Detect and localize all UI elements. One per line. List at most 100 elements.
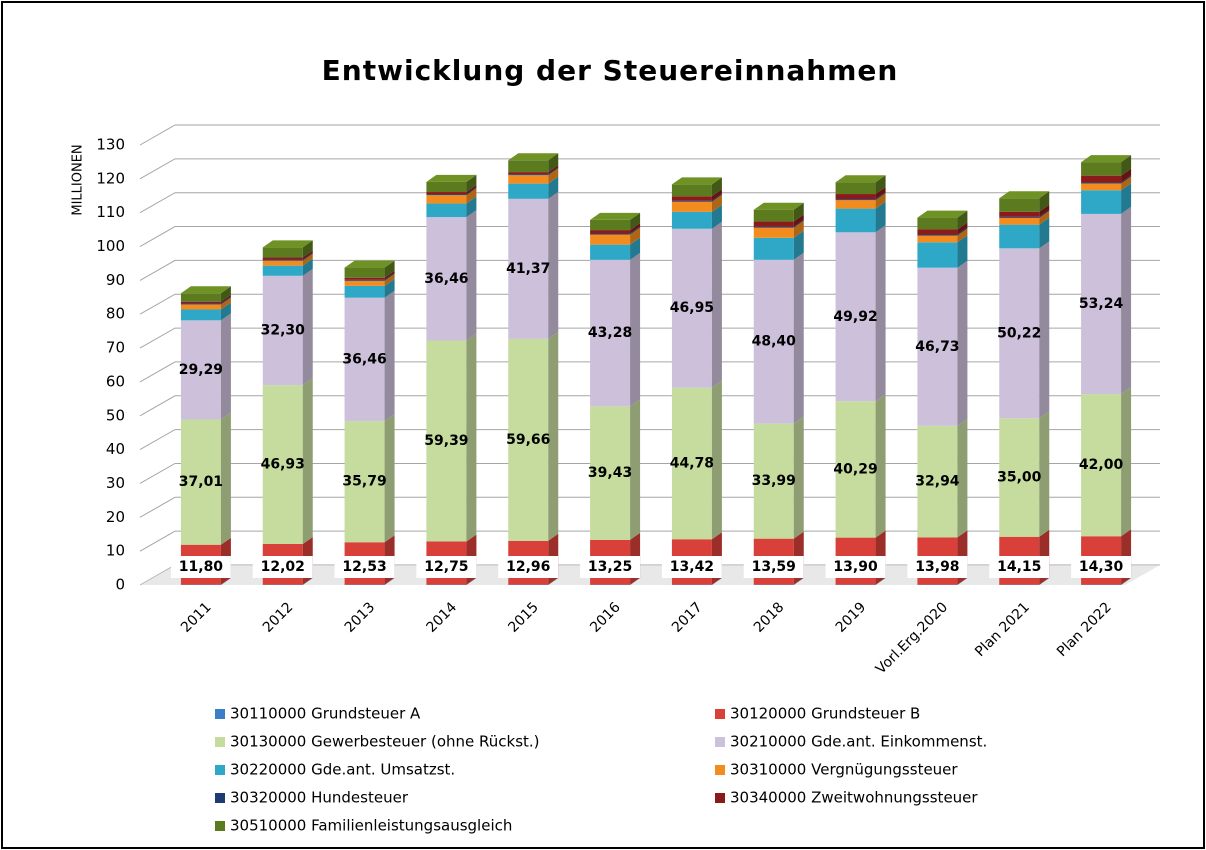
bar-front bbox=[999, 224, 1040, 249]
bar-front bbox=[917, 217, 958, 230]
bar-segment bbox=[671, 177, 722, 197]
bar-side bbox=[1039, 191, 1050, 212]
data-label: 59,39 bbox=[424, 433, 468, 449]
bar-segment bbox=[262, 240, 313, 258]
bar-front bbox=[426, 194, 467, 196]
bar-segment bbox=[753, 230, 804, 260]
label-box bbox=[825, 556, 886, 578]
data-label: 14,30 bbox=[1079, 559, 1124, 575]
bar-side bbox=[1121, 176, 1132, 191]
bar-front bbox=[508, 160, 549, 173]
bar-segment bbox=[1081, 168, 1132, 183]
bar-segment bbox=[671, 189, 722, 201]
bar-segment bbox=[917, 228, 968, 243]
legend-label: 30310000 Vergnügungssteuer bbox=[730, 761, 958, 779]
legend-swatch bbox=[715, 737, 725, 747]
bar-side bbox=[957, 235, 968, 268]
bar-side bbox=[1121, 168, 1132, 183]
bar-side bbox=[302, 378, 313, 544]
bar-segment bbox=[262, 250, 313, 260]
data-label: 41,37 bbox=[506, 261, 550, 277]
bar-segment bbox=[590, 577, 641, 585]
bar-front bbox=[1081, 175, 1122, 183]
bar-front bbox=[835, 194, 876, 200]
bar-side bbox=[630, 223, 641, 234]
bar-side bbox=[548, 176, 559, 199]
bar-side bbox=[793, 577, 804, 585]
bar-front bbox=[835, 232, 876, 402]
bar-segment bbox=[508, 168, 559, 184]
bar-front bbox=[590, 259, 631, 407]
bar-side bbox=[548, 191, 559, 339]
bar-front bbox=[180, 293, 221, 302]
bar-front bbox=[426, 217, 467, 341]
bar-front bbox=[262, 259, 303, 261]
bar-segment bbox=[999, 217, 1050, 249]
bar-side bbox=[630, 226, 641, 235]
bar-segment bbox=[344, 272, 395, 281]
bar-side bbox=[466, 196, 477, 218]
bar-segment bbox=[753, 202, 804, 222]
bar-side bbox=[302, 240, 313, 258]
bar-segment bbox=[426, 196, 477, 218]
bar-side bbox=[1121, 577, 1132, 585]
bar-side bbox=[711, 189, 722, 201]
bar-front bbox=[590, 244, 631, 260]
bar-front bbox=[999, 217, 1040, 225]
bar-side bbox=[793, 220, 804, 238]
grid-line bbox=[139, 429, 1160, 451]
bar-segment bbox=[917, 210, 968, 230]
bar-front bbox=[590, 234, 631, 245]
bar-top bbox=[835, 175, 886, 183]
bar-segment bbox=[917, 235, 968, 268]
y-tick-label: 130 bbox=[96, 136, 125, 154]
bar-side bbox=[1039, 577, 1050, 585]
bar-front bbox=[344, 285, 385, 298]
y-tick-label: 10 bbox=[106, 542, 125, 560]
bar-segment bbox=[835, 201, 886, 233]
bar-front bbox=[1081, 183, 1122, 191]
legend-swatch bbox=[715, 709, 725, 719]
data-label: 37,01 bbox=[179, 474, 223, 490]
bar-segment bbox=[1081, 577, 1132, 585]
bar-front bbox=[671, 201, 712, 212]
legend-label: 30510000 Familienleistungsausgleich bbox=[230, 817, 512, 835]
bar-side bbox=[466, 577, 477, 585]
bar-side bbox=[220, 294, 231, 304]
bar-segment bbox=[753, 416, 804, 539]
bar-side bbox=[875, 175, 886, 195]
data-label: 35,79 bbox=[342, 474, 386, 490]
bar-segment bbox=[508, 153, 559, 173]
bar-front bbox=[426, 181, 467, 193]
bar-side bbox=[711, 221, 722, 388]
data-label: 13,98 bbox=[915, 559, 959, 575]
bar-segment bbox=[999, 204, 1050, 217]
bar-front bbox=[671, 387, 712, 540]
bar-segment bbox=[262, 258, 313, 276]
bar-segment bbox=[590, 212, 641, 231]
grid-line bbox=[139, 259, 1160, 281]
bar-front bbox=[508, 338, 549, 541]
bar-front bbox=[262, 247, 303, 258]
bar-front bbox=[999, 418, 1040, 537]
data-label: 32,94 bbox=[915, 474, 960, 490]
grid-line bbox=[139, 395, 1160, 417]
y-tick-label: 100 bbox=[96, 237, 125, 255]
bar-side bbox=[1039, 204, 1050, 217]
bar-front bbox=[508, 175, 549, 184]
bar-segment bbox=[1081, 206, 1132, 395]
bar-side bbox=[711, 193, 722, 202]
bar-front bbox=[917, 234, 958, 236]
bar-side bbox=[548, 153, 559, 173]
bar-side bbox=[875, 201, 886, 233]
bar-segment bbox=[753, 577, 804, 585]
bar-side bbox=[793, 214, 804, 227]
bar-side bbox=[793, 219, 804, 228]
bar-segment bbox=[835, 193, 886, 209]
data-label: 14,15 bbox=[997, 559, 1041, 575]
bar-front bbox=[590, 219, 631, 231]
y-tick-label: 30 bbox=[106, 474, 125, 492]
legend-swatch bbox=[715, 765, 725, 775]
bar-side bbox=[220, 286, 231, 302]
bar-front bbox=[1081, 162, 1122, 176]
